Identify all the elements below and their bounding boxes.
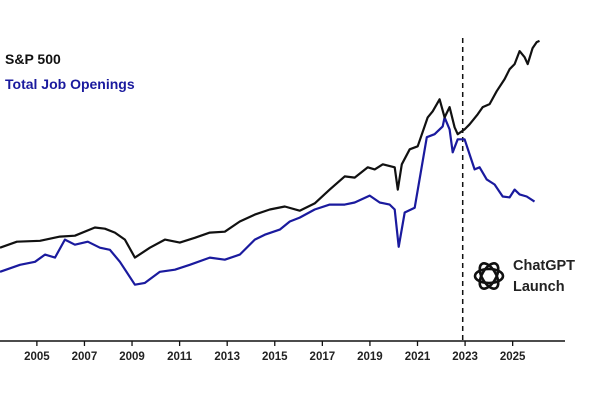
x-tick-label: 2009 <box>119 351 145 363</box>
x-tick-label: 2025 <box>500 351 526 363</box>
legend-total-job-openings: Total Job Openings <box>5 76 135 92</box>
x-tick-label: 2017 <box>310 351 336 363</box>
series-line-s-p-500 <box>0 39 540 259</box>
x-tick-label: 2011 <box>167 351 193 363</box>
x-tick-label: 2019 <box>357 351 383 363</box>
x-tick-label: 2013 <box>214 351 240 363</box>
annotation-label-line1: ChatGPT <box>513 258 576 274</box>
legend-sp500: S&P 500 <box>5 51 61 67</box>
openai-logo-icon <box>473 262 505 290</box>
x-tick-label: 2015 <box>262 351 288 363</box>
series-line-total-job-openings <box>0 116 536 286</box>
annotation-label-line2: Launch <box>513 279 565 295</box>
x-tick-label: 2007 <box>72 351 98 363</box>
x-tick-label: 2005 <box>24 351 50 363</box>
x-tick-label: 2021 <box>405 351 431 363</box>
x-tick-label: 2023 <box>452 351 478 363</box>
